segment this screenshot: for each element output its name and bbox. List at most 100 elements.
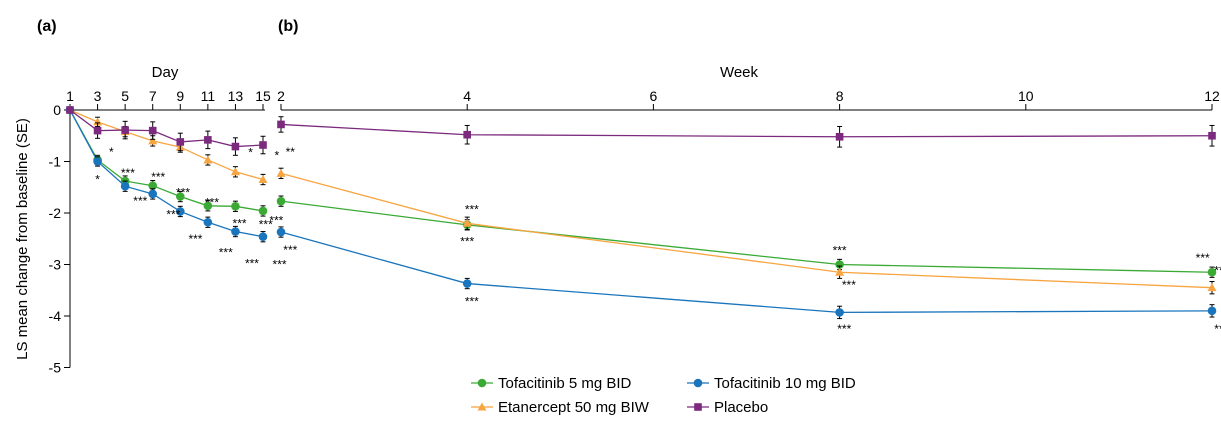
y-tick-label: -1 (49, 154, 62, 170)
data-point-b-3 (1208, 131, 1216, 140)
y-tick-label: 0 (53, 102, 61, 118)
legend-label: Placebo (714, 399, 768, 416)
significance-label: *** (465, 295, 479, 309)
series-line-a-2 (69, 109, 264, 181)
y-tick-label: -2 (49, 205, 62, 221)
data-point-a-0 (258, 206, 268, 216)
significance-label: *** (219, 246, 233, 260)
x-tick-label-a: 7 (149, 88, 157, 104)
annotation-layer: *************************************** *… (95, 145, 1221, 336)
significance-label: * (109, 145, 114, 159)
significance-label: *** (233, 216, 247, 230)
series-line-a-3 (69, 109, 264, 148)
data-point-a-1 (203, 217, 213, 227)
data-point-a-2 (230, 167, 240, 176)
x-tick-label-b: 6 (650, 88, 658, 104)
data-point-b-2 (1207, 283, 1217, 292)
legend-label: Tofacitinib 5 mg BID (498, 375, 632, 392)
data-point-b-1 (835, 308, 844, 317)
significance-label: *** (151, 170, 165, 184)
x-tick-label-a: 9 (176, 88, 184, 104)
legend-marker (694, 403, 702, 411)
x-axis-title-b: Week (720, 64, 759, 81)
data-point-a-1 (120, 181, 130, 191)
data-point-a-3 (93, 126, 102, 135)
significance-label: *** (465, 202, 479, 216)
significance-label: *** (176, 185, 190, 199)
x-axis-title-a: Day (152, 64, 179, 81)
data-point-b-2 (462, 218, 472, 227)
data-point-a-1 (93, 157, 102, 166)
data-point-a-2 (203, 155, 213, 164)
data-point-a-0 (175, 192, 185, 201)
significance-label: * (95, 173, 100, 187)
legend-marker (477, 402, 487, 411)
series-line-b-2 (280, 172, 1213, 289)
data-point-a-3 (66, 106, 74, 114)
data-point-a-3 (259, 141, 267, 149)
legend: Tofacitinib 5 mg BID Tofacitinib 10 mg BI… (471, 375, 856, 416)
legend-label: Etanercept 50 mg BIW (498, 399, 650, 416)
data-point-b-3 (277, 120, 285, 129)
series-line-a-0 (69, 109, 264, 212)
significance-label: *** (833, 244, 847, 258)
data-point-b-3 (835, 132, 844, 141)
significance-label: *** (842, 278, 856, 292)
data-point-a-0 (231, 202, 240, 211)
series-line-b-1 (280, 231, 1213, 314)
data-point-b-2 (835, 267, 845, 276)
series-layer (65, 105, 1217, 320)
significance-label: *** (273, 258, 287, 272)
legend-item: Tofacitinib 5 mg BID (471, 375, 632, 392)
legend-marker (477, 378, 487, 388)
significance-label: *** (269, 214, 283, 228)
x-tick-label-a: 1 (66, 88, 74, 104)
data-point-a-1 (258, 232, 268, 241)
legend-marker (693, 378, 703, 388)
significance-label: *** (283, 243, 297, 257)
data-point-a-3 (204, 136, 212, 144)
significance-label: *** (245, 256, 259, 270)
x-tick-label-b: 8 (836, 88, 844, 104)
x-tick-label-b: 4 (463, 88, 471, 104)
legend-label: Tofacitinib 10 mg BID (714, 375, 856, 392)
data-point-a-3 (121, 126, 129, 134)
data-point-a-3 (148, 126, 157, 135)
y-axis-title: LS mean change from baseline (SE) (14, 118, 31, 360)
y-tick-label: -5 (49, 360, 62, 376)
x-tick-label-a: 5 (121, 88, 129, 104)
significance-label: *** (133, 194, 147, 208)
data-point-a-0 (203, 201, 213, 211)
x-tick-label-a: 13 (228, 88, 244, 104)
significance-label: *** (121, 166, 135, 180)
data-point-b-1 (462, 279, 472, 288)
y-tick-label: -4 (49, 308, 62, 324)
x-tick-label-b: 10 (1018, 88, 1034, 104)
panel-label-a: (a) (37, 18, 57, 35)
legend-item: Etanercept 50 mg BIW (471, 399, 650, 416)
x-tick-label-a: 3 (94, 88, 102, 104)
significance-label: *** (837, 322, 851, 336)
panel-label-b: (b) (278, 18, 298, 35)
data-point-b-1 (276, 227, 286, 237)
data-point-b-0 (276, 196, 286, 206)
data-point-b-2 (276, 168, 286, 177)
significance-label: * (274, 148, 279, 162)
significance-label: *** (1196, 251, 1210, 265)
significance-label: *** (1214, 264, 1221, 278)
significance-label: *** (166, 208, 180, 222)
series-line-b-3 (280, 123, 1213, 138)
legend-item: Placebo (687, 399, 768, 416)
significance-label: *** (1214, 322, 1221, 336)
data-point-a-3 (231, 142, 240, 151)
significance-label: *** (460, 234, 474, 248)
legend-item: Tofacitinib 10 mg BID (687, 375, 856, 392)
data-point-a-1 (231, 227, 240, 236)
data-point-b-0 (1207, 267, 1217, 277)
data-point-a-3 (176, 138, 185, 146)
x-tick-label-b: 2 (277, 88, 285, 104)
series-line-b-0 (280, 200, 1213, 273)
